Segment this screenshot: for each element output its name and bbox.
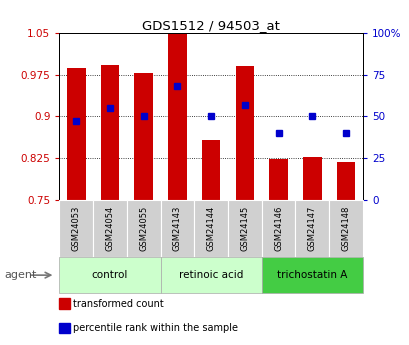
Text: GSM24148: GSM24148 xyxy=(341,206,350,251)
Text: control: control xyxy=(92,270,128,280)
Text: trichostatin A: trichostatin A xyxy=(276,270,346,280)
Bar xyxy=(201,140,220,200)
Bar xyxy=(269,159,287,200)
Text: GSM24144: GSM24144 xyxy=(206,206,215,251)
Text: agent: agent xyxy=(4,270,36,280)
Bar xyxy=(134,73,153,200)
Text: GSM24054: GSM24054 xyxy=(105,206,114,251)
Text: GSM24146: GSM24146 xyxy=(273,206,282,251)
Text: GSM24143: GSM24143 xyxy=(173,206,182,251)
Bar xyxy=(336,162,355,200)
Bar xyxy=(67,68,85,200)
Bar xyxy=(168,34,186,200)
Text: GSM24147: GSM24147 xyxy=(307,206,316,251)
Text: percentile rank within the sample: percentile rank within the sample xyxy=(73,323,237,333)
Title: GDS1512 / 94503_at: GDS1512 / 94503_at xyxy=(142,19,279,32)
Text: GSM24053: GSM24053 xyxy=(72,206,81,251)
Bar xyxy=(101,65,119,200)
Text: transformed count: transformed count xyxy=(73,299,163,308)
Bar xyxy=(302,157,321,200)
Bar xyxy=(235,66,254,200)
Text: GSM24055: GSM24055 xyxy=(139,206,148,251)
Text: GSM24145: GSM24145 xyxy=(240,206,249,251)
Text: retinoic acid: retinoic acid xyxy=(178,270,243,280)
